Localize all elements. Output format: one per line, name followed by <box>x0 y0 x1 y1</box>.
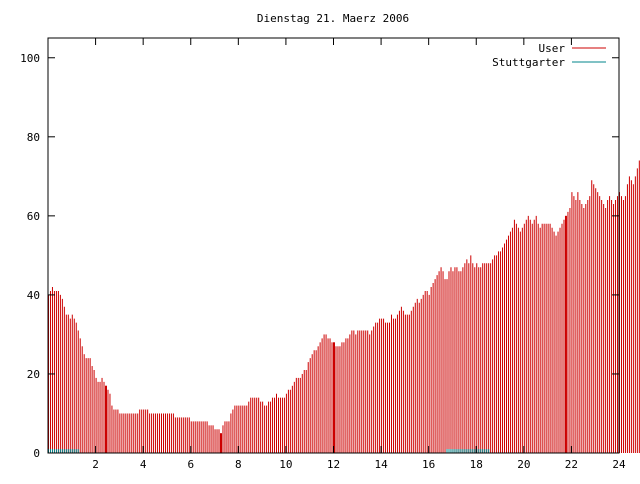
bars-layer <box>49 161 640 453</box>
x-tick-label: 12 <box>327 458 340 471</box>
y-tick-label: 20 <box>27 368 40 381</box>
legend: User Stuttgarter <box>492 42 606 69</box>
chart-title: Dienstag 21. Maerz 2006 <box>257 12 409 25</box>
x-tick-label: 14 <box>374 458 388 471</box>
x-tick-label: 20 <box>517 458 530 471</box>
legend-label-stuttgarter: Stuttgarter <box>492 56 565 69</box>
y-tick-label: 40 <box>27 289 40 302</box>
x-tick-label: 24 <box>612 458 626 471</box>
x-tick-label: 16 <box>422 458 435 471</box>
y-tick-label: 80 <box>27 131 40 144</box>
x-tick-label: 4 <box>140 458 147 471</box>
x-tick-label: 18 <box>470 458 483 471</box>
legend-label-user: User <box>539 42 566 55</box>
x-tick-label: 8 <box>235 458 242 471</box>
x-tick-label: 6 <box>187 458 194 471</box>
x-tick-label: 2 <box>92 458 99 471</box>
y-tick-label: 100 <box>20 52 40 65</box>
x-tick-label: 22 <box>565 458 578 471</box>
y-tick-label: 0 <box>33 447 40 460</box>
y-tick-label: 60 <box>27 210 40 223</box>
x-tick-label: 10 <box>279 458 292 471</box>
